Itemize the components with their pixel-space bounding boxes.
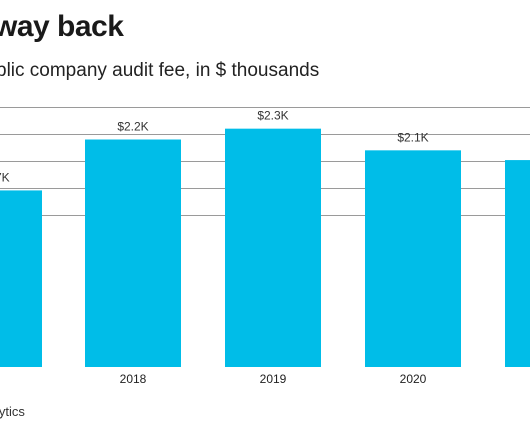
data-label-2019: $2.3K	[257, 109, 288, 123]
bar-2021	[505, 160, 530, 367]
source-note: lytics	[0, 404, 25, 419]
x-tick-label: 2018	[120, 372, 147, 386]
data-label-2017: $1.7K	[0, 170, 10, 184]
x-tick-label: 2019	[260, 372, 287, 386]
x-tick-label: 2020	[400, 372, 427, 386]
data-label-2020: $2.1K	[397, 130, 428, 144]
bar-2020	[365, 150, 461, 367]
chart-subtitle: blic company audit fee, in $ thousands	[0, 60, 320, 81]
bar-2019	[225, 128, 321, 367]
bar-2017	[0, 190, 42, 367]
bar-2018	[85, 139, 181, 367]
chart-title: way back	[0, 10, 124, 43]
data-label-2018: $2.2K	[117, 120, 148, 134]
